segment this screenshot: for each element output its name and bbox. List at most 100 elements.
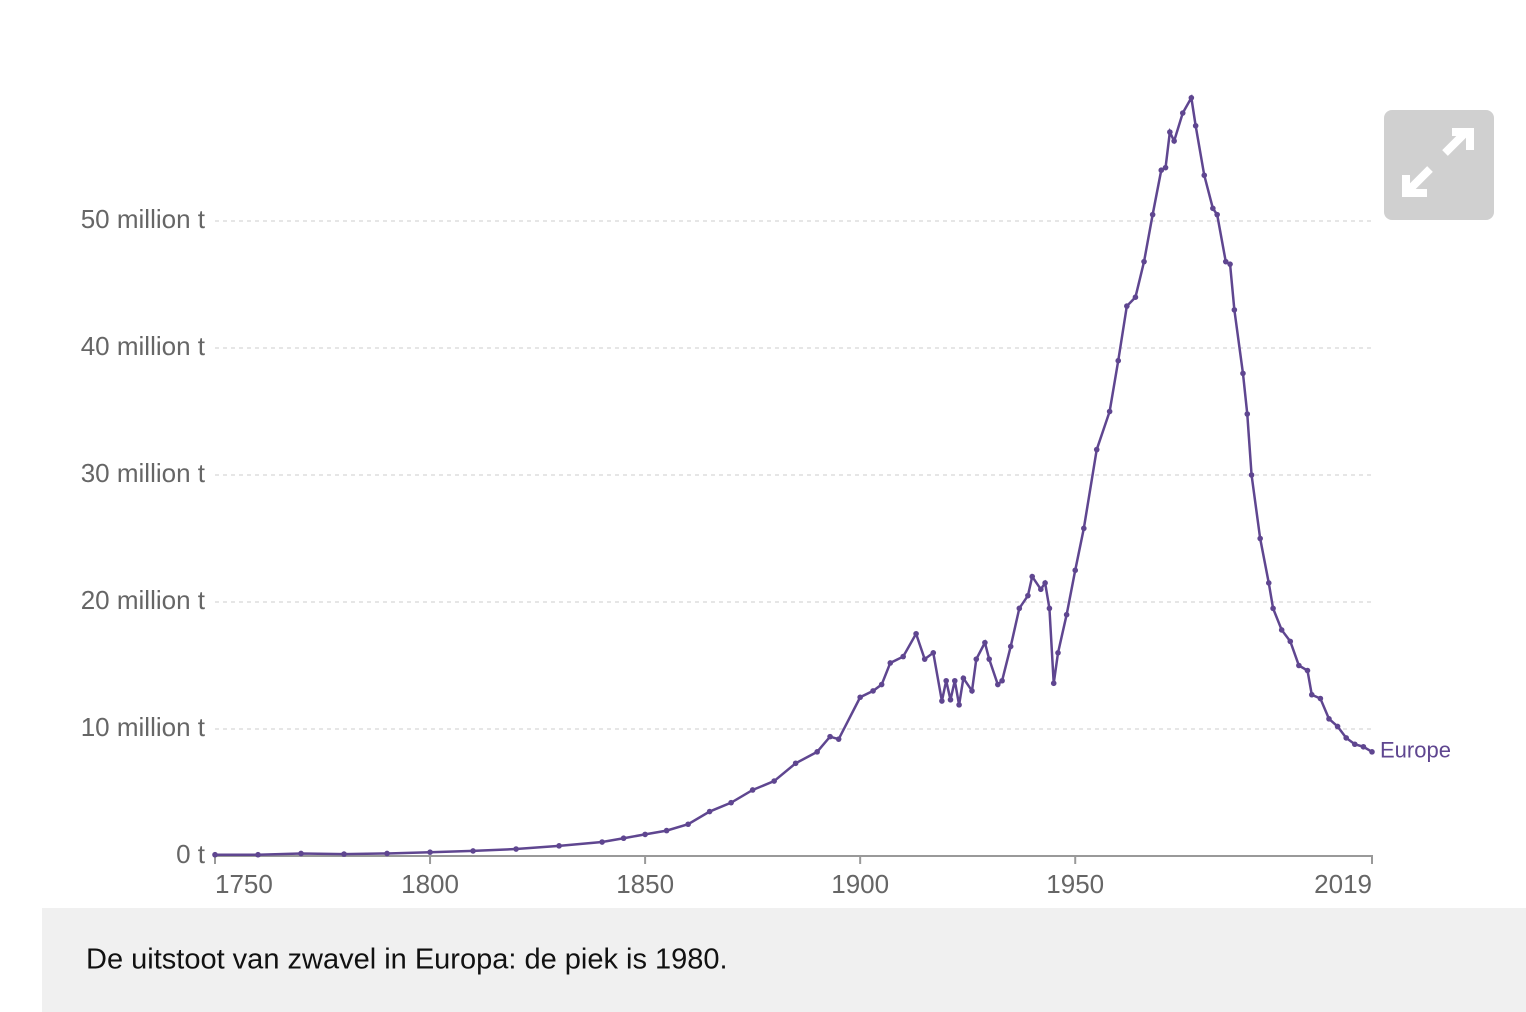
- point: [951, 677, 958, 684]
- point: [943, 677, 949, 684]
- point: [1351, 741, 1358, 748]
- point: [728, 799, 734, 806]
- point: [857, 694, 863, 701]
- point: [685, 821, 691, 828]
- point: [1029, 573, 1036, 580]
- point: [1046, 605, 1053, 612]
- expand-button[interactable]: [1384, 110, 1494, 220]
- point: [1317, 695, 1324, 702]
- y-tick-label: 40 million t: [81, 331, 206, 361]
- point: [1188, 95, 1195, 101]
- point: [642, 831, 648, 838]
- point: [1231, 307, 1238, 313]
- point: [1210, 205, 1216, 212]
- point: [1192, 122, 1199, 129]
- point: [995, 681, 1001, 688]
- point: [1141, 258, 1147, 265]
- point: [1326, 716, 1332, 722]
- point: [1244, 411, 1251, 417]
- expand-bg[interactable]: [1384, 110, 1494, 220]
- caption-bar: [42, 908, 1526, 1012]
- point: [1063, 611, 1070, 618]
- point: [1296, 662, 1302, 669]
- point: [255, 851, 261, 858]
- point: [1287, 638, 1294, 645]
- point: [1042, 580, 1048, 586]
- point: [969, 688, 975, 694]
- point: [1227, 261, 1233, 267]
- point: [470, 848, 476, 854]
- y-tick-label: 30 million t: [81, 458, 206, 488]
- point: [887, 660, 894, 666]
- x-tick-label: 2019: [1314, 869, 1372, 899]
- point: [1093, 446, 1100, 453]
- point: [1106, 408, 1113, 415]
- point: [341, 851, 347, 857]
- point: [827, 733, 833, 740]
- point: [513, 846, 519, 852]
- point: [1369, 749, 1375, 755]
- point: [599, 839, 605, 845]
- point: [1072, 567, 1079, 574]
- point: [1149, 211, 1156, 218]
- line: [215, 94, 1373, 856]
- point: [900, 653, 906, 660]
- point: [1162, 164, 1169, 171]
- point: [870, 688, 876, 694]
- point: [663, 827, 670, 834]
- y-tick-label: 50 million t: [81, 204, 206, 234]
- x-tick-label: 1800: [401, 869, 459, 899]
- point: [921, 656, 928, 662]
- point: [1248, 472, 1255, 478]
- point: [1278, 627, 1285, 633]
- point: [1158, 167, 1165, 173]
- x-tick-label: 1850: [616, 869, 674, 899]
- point: [939, 698, 945, 704]
- point: [986, 656, 993, 662]
- series-label: Europe: [1380, 738, 1451, 763]
- point: [384, 850, 390, 857]
- point: [835, 736, 842, 742]
- x-tick-label: 1950: [1046, 869, 1104, 899]
- point: [1334, 723, 1341, 730]
- point: [749, 787, 756, 793]
- point: [1132, 294, 1139, 301]
- point: [298, 850, 304, 857]
- point: [1214, 211, 1220, 218]
- point: [982, 639, 988, 646]
- point: [1167, 129, 1173, 135]
- point: [913, 630, 919, 637]
- point: [814, 749, 820, 755]
- point: [878, 681, 885, 688]
- point: [1115, 357, 1122, 364]
- point: [1270, 605, 1276, 612]
- point: [1050, 680, 1057, 687]
- y-tick-label: 0 t: [176, 839, 206, 869]
- point: [792, 760, 799, 767]
- point: [1343, 735, 1349, 741]
- point: [1308, 691, 1315, 698]
- point: [1257, 535, 1263, 542]
- point: [956, 702, 962, 708]
- point: [1179, 110, 1186, 116]
- y-tick-label: 10 million t: [81, 712, 206, 742]
- point: [1265, 580, 1272, 586]
- point: [1081, 525, 1087, 532]
- point: [1222, 258, 1229, 265]
- x-tick-label: 1900: [831, 869, 889, 899]
- y-tick-label: 20 million t: [81, 585, 206, 615]
- expand-icon[interactable]: [1402, 128, 1474, 197]
- point: [930, 650, 937, 656]
- point: [1240, 370, 1246, 377]
- caption: De uitstoot van zwavel in Europa: de pie…: [86, 944, 728, 976]
- point: [973, 656, 980, 662]
- point: [947, 696, 954, 703]
- point: [556, 843, 562, 849]
- point: [1360, 743, 1367, 750]
- point: [427, 849, 433, 855]
- point: [771, 778, 777, 784]
- x-tick-label: 1750: [215, 869, 273, 899]
- point: [960, 675, 967, 681]
